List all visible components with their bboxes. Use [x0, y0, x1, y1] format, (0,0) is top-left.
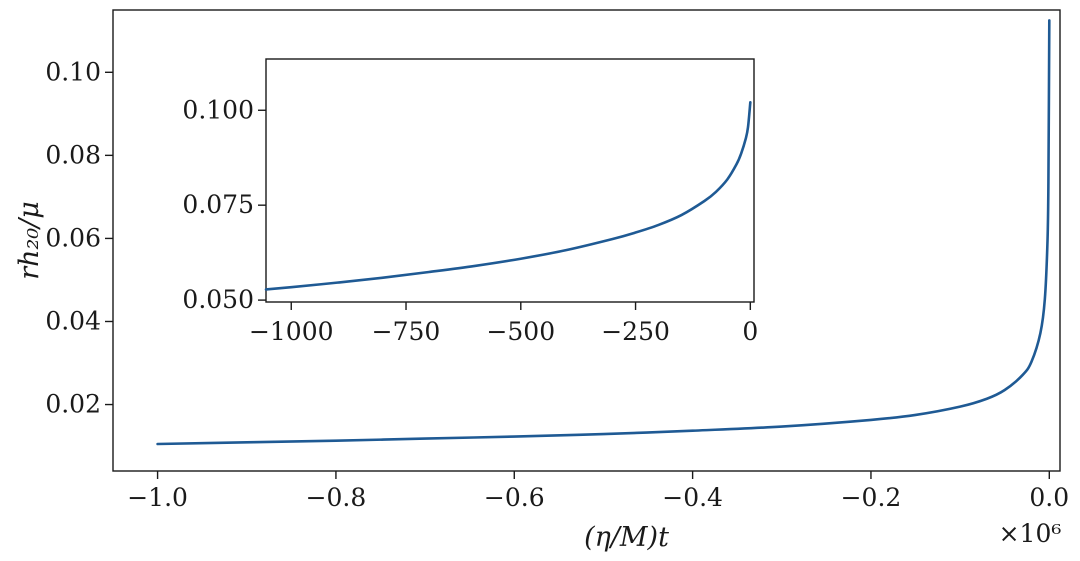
inset-ticks: −1000 −750 −500 −250 0 0.050 0.075 0.100 — [182, 95, 758, 346]
main-y-tick-label: 0.04 — [45, 306, 101, 335]
main-plot-frame — [112, 9, 1061, 472]
main-x-tick-label: −0.4 — [662, 483, 723, 512]
main-y-tick-label: 0.06 — [45, 223, 101, 252]
y-axis-label: rh₂₀/μ — [14, 201, 45, 280]
inset-plot: −1000 −750 −500 −250 0 0.050 0.075 0.100 — [182, 58, 758, 346]
main-ticks: −1.0 −0.8 −0.6 −0.4 −0.2 0.0 0.02 0.04 0.06 0.08 0… — [45, 57, 1069, 512]
main-plot: −1.0 −0.8 −0.6 −0.4 −0.2 0.0 0.02 0.04 0.06 0.08 0… — [14, 9, 1069, 553]
inset-plot-frame — [265, 58, 755, 303]
main-y-tick-label: 0.08 — [45, 140, 101, 169]
inset-x-tick-label: −500 — [486, 317, 555, 346]
inset-x-tick-label: −1000 — [249, 317, 334, 346]
main-y-tick-label: 0.10 — [45, 57, 101, 86]
inset-series-line — [264, 100, 752, 291]
inset-y-tick-label: 0.075 — [182, 190, 254, 219]
inset-y-tick-label: 0.050 — [182, 285, 254, 314]
inset-background — [266, 59, 754, 302]
main-series-line — [156, 19, 1051, 446]
x-axis-label: (η/M)t — [584, 522, 669, 553]
inset-y-tick-label: 0.100 — [182, 95, 254, 124]
main-x-tick-label: 0.0 — [1029, 483, 1069, 512]
main-x-tick-label: −0.6 — [484, 483, 545, 512]
main-y-tick-label: 0.02 — [45, 390, 101, 419]
inset-x-tick-label: −250 — [601, 317, 670, 346]
inset-x-tick-label: −750 — [372, 317, 441, 346]
x-axis-multiplier: ×10⁶ — [999, 519, 1062, 548]
main-x-tick-label: −0.8 — [306, 483, 367, 512]
inset-x-tick-label: 0 — [742, 317, 758, 346]
main-x-tick-label: −1.0 — [127, 483, 188, 512]
main-x-tick-label: −0.2 — [841, 483, 902, 512]
